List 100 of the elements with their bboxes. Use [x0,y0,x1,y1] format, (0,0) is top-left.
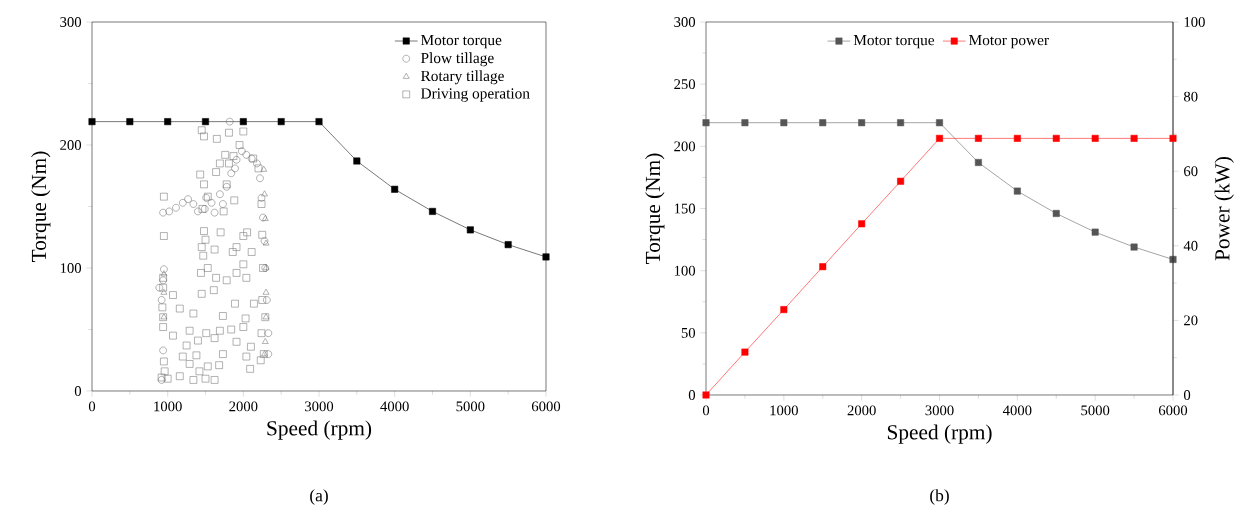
point [210,208,219,217]
legend-label: Driving operation [420,88,530,102]
point [194,207,202,216]
point [702,391,710,399]
point [172,204,180,212]
point [353,157,361,165]
point [1091,134,1099,142]
point [242,151,251,159]
y-tick-label: 250 [674,79,696,90]
point [264,350,273,358]
point [222,183,231,191]
x-tick-label: 0 [88,401,96,412]
point [262,313,270,320]
point [257,194,266,202]
y2-tick-label: 0 [1183,390,1191,400]
point [219,200,227,208]
x-tick-label: 6000 [1158,405,1188,416]
point [262,215,269,221]
point [974,134,982,142]
point [315,118,323,126]
point [159,276,167,285]
y-tick-label: 150 [674,203,696,214]
point [858,119,866,127]
y2-tick-label: 40 [1183,240,1198,251]
point [262,288,270,295]
y-tick-label: 100 [674,265,696,276]
point [1052,210,1060,217]
y-tick-label: 300 [60,17,82,27]
point [202,118,209,126]
y2-axis-title: Power (kW) [1214,157,1234,261]
y-tick-label: 0 [74,386,82,396]
point [897,177,905,185]
point [239,118,247,126]
legend-label: Motor power [969,35,1049,49]
y-tick-label: 100 [60,263,82,273]
y2-tick-label: 80 [1183,91,1198,102]
x-tick-label: 3000 [925,405,954,416]
point [126,118,134,126]
point [277,118,285,126]
x-tick-label: 1000 [770,405,798,416]
point [231,164,239,173]
y2-tick-label: 20 [1184,315,1198,326]
point [1091,228,1099,236]
legend-label: Motor torque [420,34,502,49]
x-axis-title: Speed (rpm) [887,424,992,444]
legend-label: Motor torque [853,35,935,49]
point [262,338,269,344]
point [429,207,436,215]
point [1013,134,1021,142]
point [1013,187,1021,195]
point [159,208,167,217]
y-axis-title: Torque (Nm) [645,153,665,264]
point [160,270,168,277]
point [974,159,982,166]
point [159,346,167,355]
point [1130,243,1138,251]
point [164,118,172,126]
point [216,190,224,198]
x-tick-label: 2000 [847,405,876,416]
point [858,220,866,228]
legend-label: Rotary tillage [420,70,504,85]
y-tick-label: 300 [674,17,696,27]
point [225,117,234,126]
x-tick-label: 4000 [1002,405,1032,416]
point [247,154,256,163]
text: (a) [310,489,328,505]
point [504,241,512,249]
x-tick-label: 6000 [531,401,561,412]
point [936,119,943,127]
point [227,169,235,178]
point [189,200,198,208]
point [259,213,267,222]
point [264,329,273,337]
x-tick-label: 5000 [456,401,485,412]
point [542,253,550,261]
point [256,174,264,182]
point [1130,134,1138,142]
point [1052,134,1060,142]
point [897,119,905,127]
point [160,265,168,273]
y-tick-label: 200 [674,141,696,152]
y2-tick-label: 100 [1184,17,1205,27]
point [780,306,788,314]
point [160,313,168,320]
x-tick-label: 1000 [154,401,182,412]
point [155,283,164,292]
point [936,134,943,142]
x-axis-title: Speed (rpm) [267,420,372,440]
x-tick-label: 0 [702,405,710,416]
point [741,348,749,356]
point [179,199,187,207]
point [238,147,246,155]
x-tick-label: 4000 [380,401,409,412]
point [819,119,827,127]
point [232,156,241,164]
point [184,195,192,203]
point [741,119,749,127]
x-tick-label: 3000 [305,401,334,412]
text: (b) [930,489,949,505]
y-axis-title: Torque (Nm) [31,151,51,262]
